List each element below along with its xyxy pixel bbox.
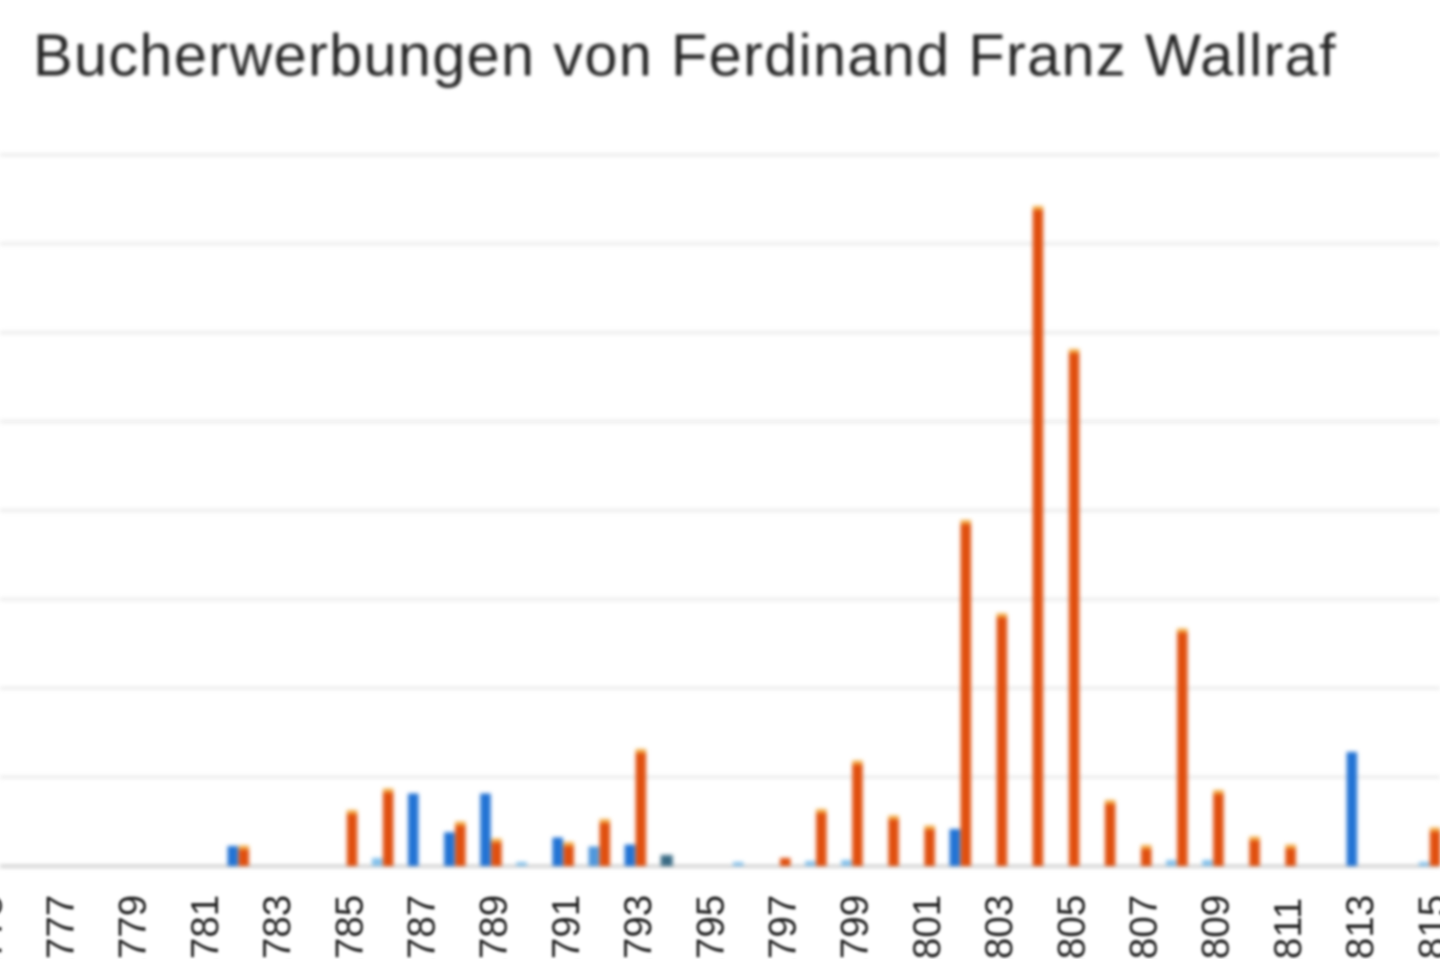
svg-text:1801: 1801 — [906, 895, 949, 959]
svg-text:1787: 1787 — [401, 895, 444, 959]
svg-text:1805: 1805 — [1050, 895, 1093, 959]
svg-text:1799: 1799 — [834, 895, 877, 959]
svg-text:1781: 1781 — [184, 895, 227, 959]
svg-text:1777: 1777 — [40, 895, 83, 959]
svg-text:1809: 1809 — [1195, 895, 1238, 959]
svg-text:1803: 1803 — [978, 895, 1021, 959]
svg-text:1785: 1785 — [328, 895, 371, 959]
svg-text:1775: 1775 — [0, 895, 10, 959]
svg-text:1779: 1779 — [112, 895, 155, 959]
svg-text:1795: 1795 — [689, 895, 732, 959]
svg-text:1783: 1783 — [256, 895, 299, 959]
svg-text:Bucherwerbungen von Ferdinand: Bucherwerbungen von Ferdinand Franz Wall… — [33, 22, 1337, 89]
svg-text:1791: 1791 — [545, 895, 588, 959]
svg-text:1793: 1793 — [617, 895, 660, 959]
svg-text:1815: 1815 — [1411, 895, 1440, 959]
svg-text:1813: 1813 — [1339, 895, 1382, 959]
svg-text:1811: 1811 — [1267, 898, 1310, 959]
svg-text:1807: 1807 — [1123, 895, 1166, 959]
svg-text:1797: 1797 — [762, 895, 805, 959]
svg-text:1789: 1789 — [473, 895, 516, 959]
